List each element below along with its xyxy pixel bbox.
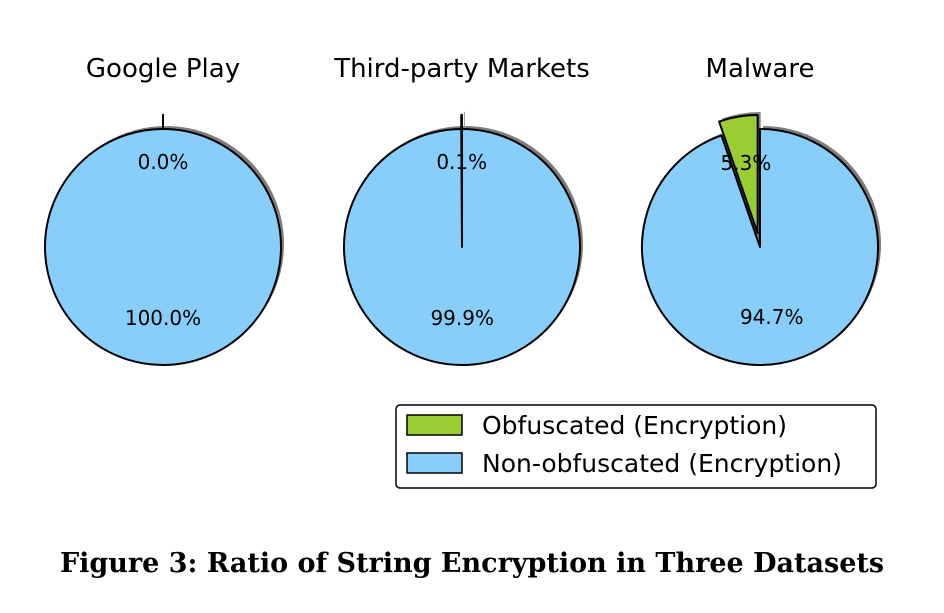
slice-label: 94.7% (740, 305, 804, 329)
slice-label: 99.9% (430, 306, 494, 330)
slice-label: 5.3% (721, 151, 772, 175)
legend-label: Obfuscated (Encryption) (482, 411, 787, 440)
pie-slice-layer (641, 114, 879, 366)
legend: Obfuscated (Encryption) Non-obfuscated (E… (395, 404, 877, 489)
legend-frame (395, 404, 877, 489)
pie-charts: Google Play 0.0% 100.0% Third-party Markets… (44, 54, 881, 489)
legend-label: Non-obfuscated (Encryption) (482, 449, 842, 478)
slice-non-obfuscated (641, 128, 879, 366)
pie-slice-layer (44, 113, 282, 366)
slice-non-obfuscated (343, 128, 581, 366)
slice-label: 100.0% (125, 306, 201, 330)
pie-malware: Malware 5.3% 94.7% (641, 54, 881, 366)
pie-title: Malware (706, 54, 815, 84)
pie-slice-layer (343, 113, 581, 366)
pie-google-play: Google Play 0.0% 100.0% (44, 54, 284, 366)
legend-swatch-non-obfuscated (406, 452, 463, 474)
slice-obfuscated (718, 114, 759, 235)
slice-label: 0.1% (436, 150, 487, 174)
slice-non-obfuscated (44, 128, 282, 366)
pie-title: Google Play (86, 54, 240, 84)
pie-title: Third-party Markets (333, 54, 590, 84)
figure-caption: Figure 3: Ratio of String Encryption in … (59, 548, 885, 579)
pie-third-party-markets: Third-party Markets 0.1% 99.9% (333, 54, 590, 366)
slice-label: 0.0% (138, 150, 189, 174)
legend-swatch-obfuscated (406, 414, 463, 436)
